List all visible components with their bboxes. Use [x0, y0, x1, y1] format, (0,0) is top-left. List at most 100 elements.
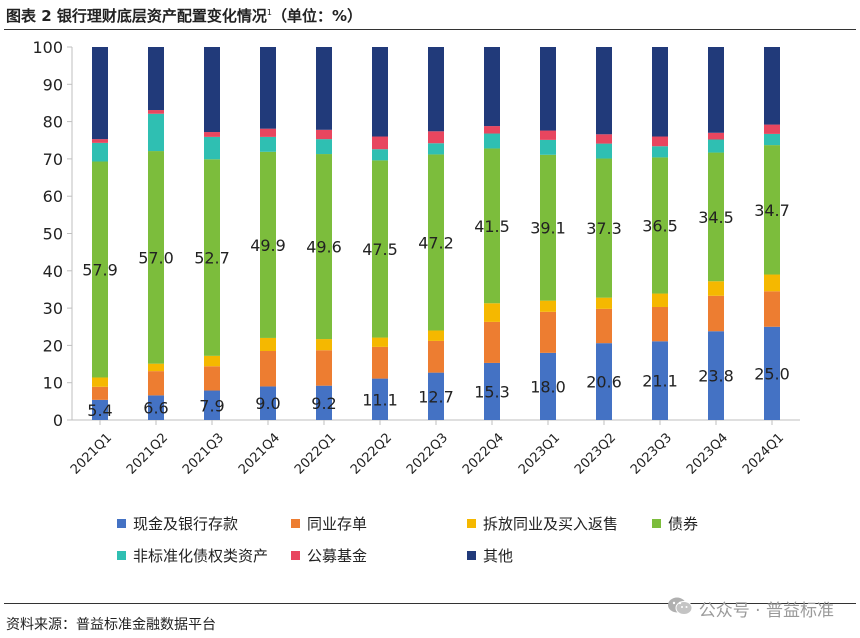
bar-segment-funds: [92, 139, 108, 143]
data-label-bonds: 34.5: [698, 208, 734, 227]
footnote-mark: 1: [266, 8, 272, 17]
legend-label-interbank: 同业存单: [307, 515, 368, 533]
data-label-bonds: 34.7: [754, 201, 790, 220]
bar-segment-cash: [484, 362, 500, 420]
data-label-cash: 25.0: [754, 364, 790, 383]
legend-swatch-cash: [117, 519, 126, 528]
bar-segment-repo: [764, 274, 780, 292]
data-label-cash: 5.4: [87, 401, 112, 420]
bar-segment-repo: [204, 355, 220, 367]
data-label-bonds: 41.5: [474, 217, 510, 236]
legend-item-cash: 现金及银行存款: [117, 513, 238, 534]
data-label-cash: 18.0: [530, 377, 566, 396]
legend-swatch-repo: [467, 519, 476, 528]
bar-segment-bonds: [260, 151, 276, 338]
legend-label-other: 其他: [483, 547, 514, 565]
x-tick-label: 2022Q3: [404, 430, 451, 477]
wechat-icon: [667, 596, 693, 621]
data-label-cash: 12.7: [418, 387, 454, 406]
x-tick-label: 2021Q4: [236, 430, 283, 477]
bar-segment-bonds: [148, 151, 164, 364]
bar-segment-interbank: [764, 291, 780, 327]
y-tick-label: 10: [43, 374, 63, 393]
y-tick-label: 20: [43, 336, 63, 355]
legend-label-funds: 公募基金: [307, 547, 368, 565]
bar-segment-other: [652, 47, 668, 137]
data-label-cash: 20.6: [586, 373, 622, 392]
chart-title: 图表 2 银行理财底层资产配置变化情况1（单位：%）: [6, 5, 362, 26]
bar-segment-other: [708, 47, 724, 133]
bar-segment-bonds: [652, 157, 668, 294]
bar-segment-bonds: [204, 159, 220, 356]
bar-segment-bonds: [372, 160, 388, 338]
legend-swatch-nonstd: [117, 551, 126, 560]
bar-segment-interbank: [484, 321, 500, 363]
data-label-bonds: 49.6: [306, 238, 342, 257]
bar-segment-cash: [260, 386, 276, 420]
bar-segment-nonstd: [204, 136, 220, 160]
bar-segment-bonds: [484, 148, 500, 304]
bar-segment-funds: [260, 128, 276, 137]
data-label-cash: 9.2: [311, 394, 336, 413]
data-label-cash: 7.9: [199, 396, 224, 415]
legend-label-cash: 现金及银行存款: [133, 515, 239, 533]
legend-label-bonds: 债券: [668, 515, 699, 533]
bar-segment-nonstd: [148, 113, 164, 152]
legend-swatch-interbank: [291, 519, 300, 528]
bar-segment-cash: [372, 378, 388, 420]
bar-segment-funds: [764, 124, 780, 134]
data-label-bonds: 57.9: [82, 260, 118, 279]
y-tick-label: 40: [43, 262, 63, 281]
bar-segment-interbank: [708, 295, 724, 332]
bar-segment-interbank: [596, 308, 612, 344]
bar-segment-cash: [428, 372, 444, 420]
x-tick-label: 2021Q3: [180, 430, 227, 477]
bar-segment-cash: [708, 331, 724, 420]
x-tick-label: 2021Q2: [124, 430, 171, 477]
data-label-cash: 6.6: [143, 399, 168, 418]
bar-segment-nonstd: [764, 133, 780, 146]
x-tick-label: 2023Q1: [516, 430, 563, 477]
watermark-text: 公众号 · 普益标准: [698, 601, 834, 621]
top-rule: [4, 29, 856, 30]
bar-segment-funds: [204, 132, 220, 137]
bar-segment-funds: [540, 130, 556, 140]
data-label-bonds: 36.5: [642, 216, 678, 235]
data-label-bonds: 39.1: [530, 219, 566, 238]
bar-segment-nonstd: [484, 133, 500, 149]
bar-segment-repo: [148, 363, 164, 372]
bar-segment-other: [92, 47, 108, 140]
x-tick-label: 2022Q2: [348, 430, 395, 477]
data-label-bonds: 47.2: [418, 233, 454, 252]
bar-segment-funds: [652, 136, 668, 147]
bar-segment-other: [540, 47, 556, 131]
bar-segment-cash: [596, 343, 612, 420]
data-label-bonds: 47.5: [362, 240, 398, 259]
chart-title-text: 图表 2 银行理财底层资产配置变化情况: [6, 7, 267, 25]
legend-item-other: 其他: [467, 545, 513, 566]
x-tick-label: 2023Q2: [572, 430, 619, 477]
data-label-cash: 11.1: [362, 390, 398, 409]
bar-segment-nonstd: [428, 143, 444, 155]
bar-segment-interbank: [204, 366, 220, 391]
y-tick-label: 0: [53, 411, 63, 430]
data-label-bonds: 57.0: [138, 248, 174, 267]
legend-item-repo: 拆放同业及买入返售: [467, 513, 618, 534]
legend-item-interbank: 同业存单: [291, 513, 367, 534]
bar-segment-nonstd: [372, 149, 388, 161]
x-tick-label: 2022Q1: [292, 430, 339, 477]
bar-segment-other: [428, 47, 444, 132]
bar-segment-repo: [540, 300, 556, 312]
bar-segment-cash: [316, 385, 332, 420]
bar-segment-interbank: [92, 386, 108, 400]
bar-segment-repo: [652, 293, 668, 307]
bar-segment-funds: [148, 110, 164, 114]
bar-segment-cash: [204, 390, 220, 420]
data-label-cash: 15.3: [474, 382, 510, 401]
legend-item-bonds: 债券: [652, 513, 698, 534]
y-tick-label: 80: [43, 113, 63, 132]
bar-segment-nonstd: [540, 139, 556, 155]
source-note: 资料来源：普益标准金融数据平台: [6, 617, 216, 633]
bar-segment-repo: [92, 377, 108, 387]
bar-segment-repo: [708, 281, 724, 296]
